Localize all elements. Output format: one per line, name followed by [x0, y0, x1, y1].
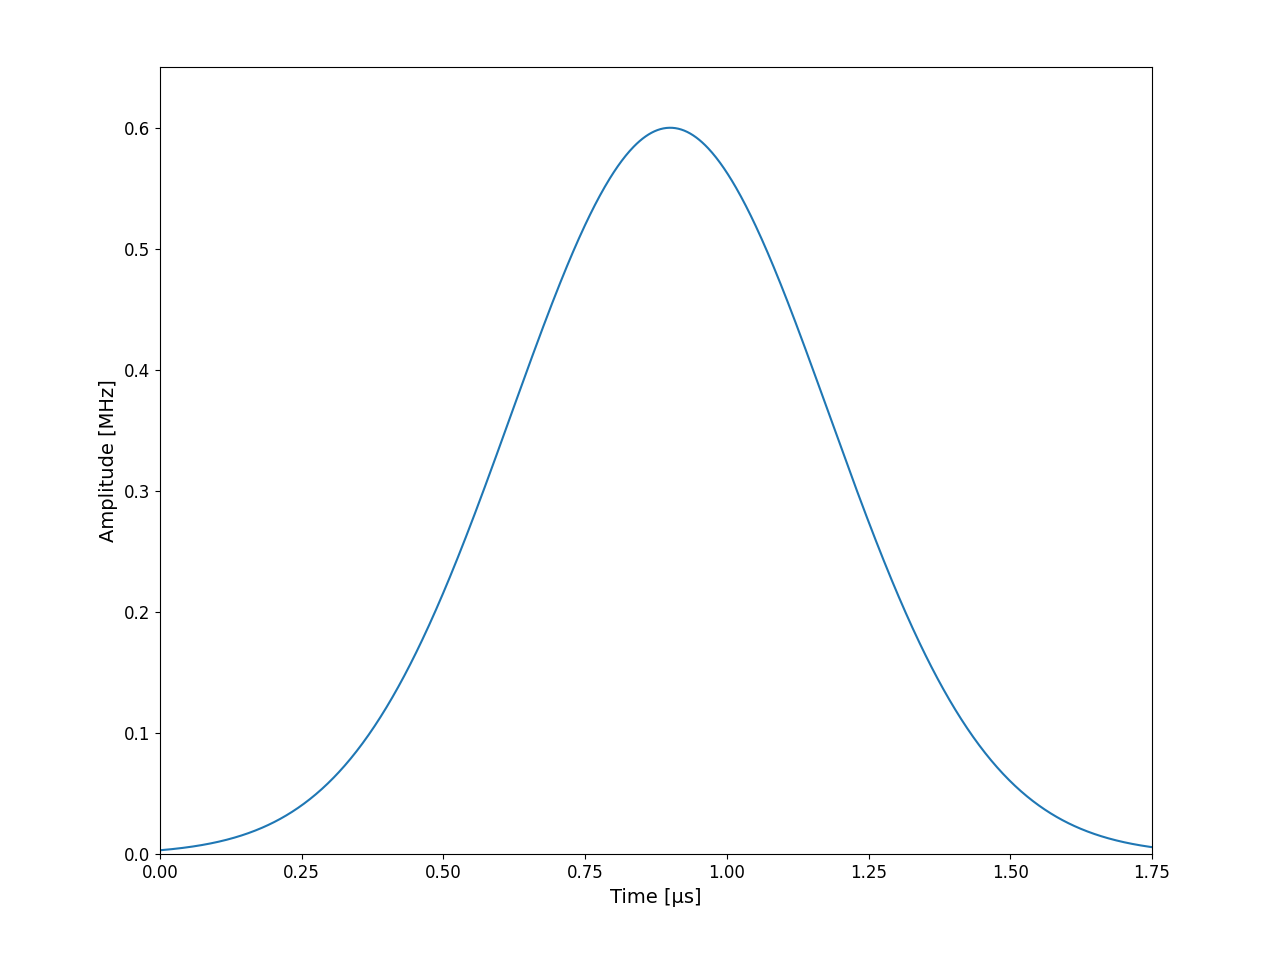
Y-axis label: Amplitude [MHz]: Amplitude [MHz] [100, 379, 118, 542]
X-axis label: Time [μs]: Time [μs] [611, 888, 701, 906]
